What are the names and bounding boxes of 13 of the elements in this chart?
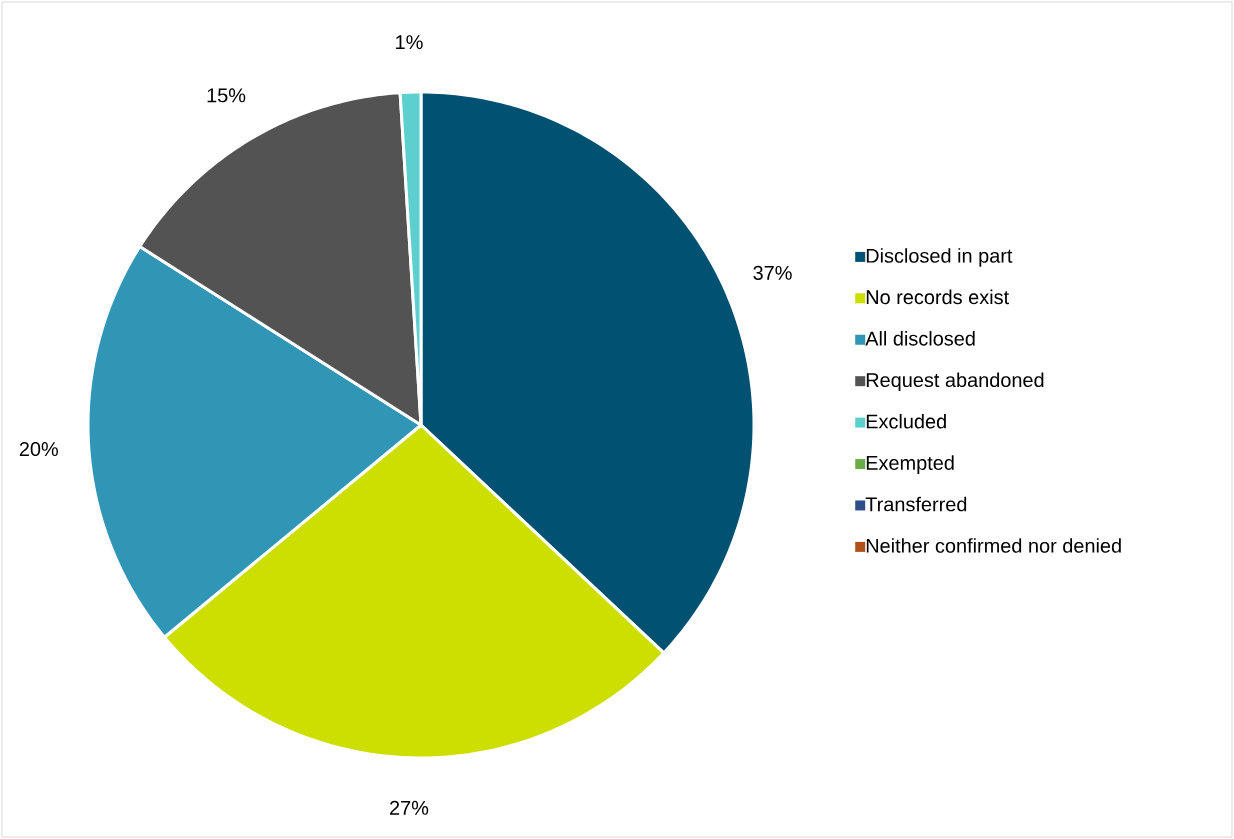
legend-label: No records exist [866,289,1009,305]
data-label: 37% [753,265,792,280]
legend-label: All disclosed [865,331,975,346]
data-label: 15% [207,88,246,103]
legend-label: Neither confirmed nor denied [866,538,1121,553]
legend-label: Excluded [866,413,946,429]
legend-label: Exempted [866,455,954,474]
legend-label: Disclosed in part [866,248,1013,267]
legend-label: Request abandoned [866,372,1044,392]
legend-label: Transferred [865,496,967,512]
data-label: 1% [396,35,423,50]
data-label: 20% [19,441,58,457]
data-label: 27% [390,800,429,815]
